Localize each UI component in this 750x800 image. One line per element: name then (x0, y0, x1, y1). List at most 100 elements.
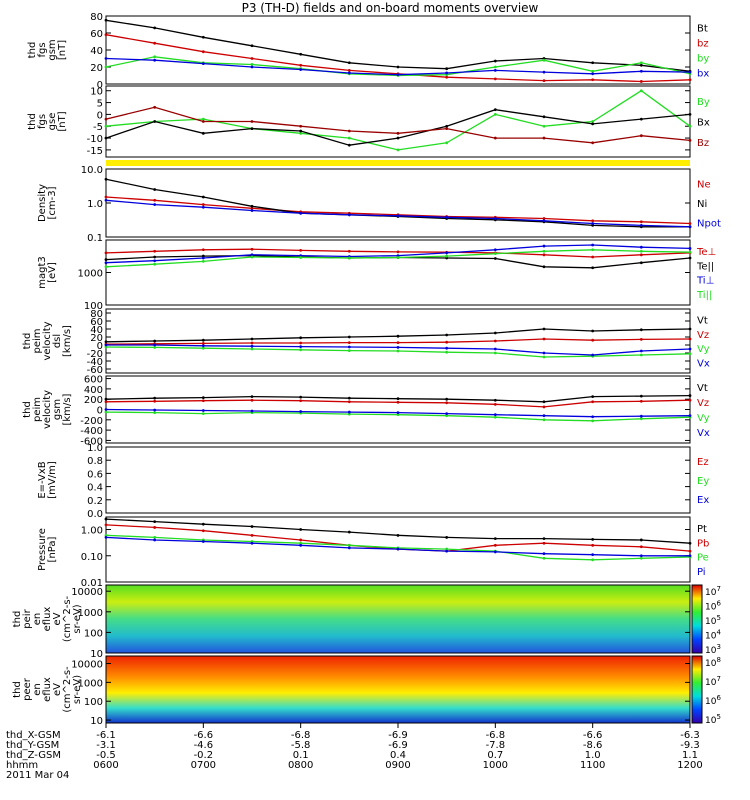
data-point (347, 543, 351, 547)
data-point (104, 33, 108, 37)
data-point (639, 117, 643, 121)
legend-entry: Bx (697, 118, 710, 129)
y-axis-label: fgs (37, 42, 48, 57)
data-point (445, 536, 449, 539)
x-axis-value: 1000 (483, 760, 508, 771)
data-point (153, 346, 157, 349)
data-point (639, 61, 643, 65)
data-point (688, 256, 692, 260)
data-point (250, 541, 254, 545)
legend-entry: bz (697, 38, 709, 49)
data-point (445, 412, 449, 416)
x-axis-value: -0.2 (194, 750, 214, 761)
mode-bar (106, 160, 690, 166)
colorbar-label: 106 (705, 600, 721, 613)
data-point (542, 355, 546, 359)
data-point (639, 328, 643, 332)
y-tick-label: 20 (90, 63, 103, 74)
data-point (493, 113, 497, 116)
y-axis-label: [mV/m] (47, 461, 58, 499)
data-point (493, 413, 497, 417)
data-point (445, 549, 449, 553)
data-point (153, 249, 157, 253)
x-axis-value: -5.8 (291, 740, 311, 751)
panel-frame (105, 85, 691, 158)
colorbar (691, 655, 703, 724)
legend-entry: Ni (697, 199, 707, 210)
data-point (153, 41, 157, 45)
y-tick-label: -5 (93, 122, 103, 133)
data-point (299, 248, 303, 252)
data-point (639, 245, 643, 249)
x-axis-value: 1100 (580, 760, 605, 771)
data-point (542, 537, 546, 541)
colorbar-label: 107 (705, 585, 721, 598)
data-point (542, 249, 546, 253)
data-point (201, 120, 205, 123)
data-point (542, 219, 546, 223)
data-point (688, 327, 692, 331)
data-point (639, 349, 643, 353)
y-tick-label: 40 (90, 325, 103, 336)
y-axis-label: thd (27, 42, 38, 59)
data-point (688, 337, 692, 341)
legend-entry: Pt (697, 524, 707, 535)
y-tick-label: 0 (97, 80, 103, 91)
data-point (639, 545, 643, 549)
panel-7: 1.0 0.8 0.6 0.4 0.2 0.0 E=-VxB [mV/m] Ez Ey Ex (37, 443, 709, 520)
data-point (104, 265, 108, 269)
data-point (542, 405, 546, 409)
panel-10: 108 107 106 105 10000 1000 100 10 thd peer en eflux… (12, 655, 721, 727)
data-point (104, 136, 108, 140)
y-tick-label: 80 (90, 309, 103, 320)
colorbar-label: 107 (705, 675, 721, 688)
y-tick-label: 1000 (78, 678, 103, 689)
data-point (153, 55, 157, 59)
data-point (639, 89, 643, 93)
y-axis-label: gsm (47, 39, 58, 60)
data-point (250, 398, 254, 402)
data-point (445, 333, 449, 337)
y-axis-label: eflux (42, 607, 53, 632)
data-point (299, 341, 303, 345)
data-point (445, 141, 449, 145)
legend-entry: Ti⊥ (696, 276, 714, 287)
data-point (153, 399, 157, 403)
data-point (104, 400, 108, 404)
y-axis-label: (cm^2-s- (62, 666, 73, 713)
data-point (396, 214, 400, 218)
data-point (542, 217, 546, 220)
y-tick-label: -40 (87, 357, 103, 368)
data-point (639, 261, 643, 265)
data-point (153, 120, 157, 123)
legend-entry: Pe (697, 553, 709, 564)
data-point (591, 72, 595, 76)
data-point (542, 124, 546, 128)
data-point (201, 396, 205, 400)
legend-entry: Te⊥ (696, 247, 716, 258)
x-axis-value: -4.6 (194, 740, 214, 751)
y-axis-label: [km/s] (62, 325, 73, 357)
data-point (493, 77, 497, 81)
data-point (347, 249, 351, 253)
data-point (591, 543, 595, 547)
y-axis-label: thd (22, 333, 33, 350)
data-point (250, 206, 254, 210)
data-point (591, 538, 595, 541)
data-point (201, 412, 205, 416)
data-point (201, 529, 205, 533)
spectrogram-ion (106, 585, 690, 653)
data-point (299, 131, 303, 135)
panel-frame (105, 168, 691, 238)
colorbar-label: 108 (705, 656, 721, 669)
data-point (104, 251, 108, 255)
data-point (542, 556, 546, 560)
data-point (639, 414, 643, 418)
data-point (639, 417, 643, 421)
data-point (542, 414, 546, 418)
y-tick-label: 1.00 (81, 526, 103, 537)
y-axis-label: peir (22, 608, 33, 628)
